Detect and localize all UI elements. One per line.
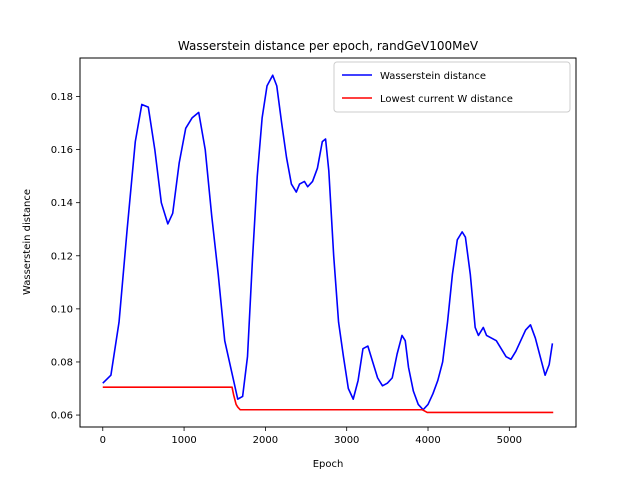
- plot-area: [102, 74, 554, 414]
- x-axis-label: Epoch: [313, 459, 344, 470]
- legend: Wasserstein distance Lowest current W di…: [333, 61, 571, 113]
- x-tick-label: 2000: [253, 435, 278, 446]
- y-tick-label: 0.18: [51, 92, 73, 103]
- x-tick-label: 5000: [497, 435, 522, 446]
- x-axis: 0 1000 2000 3000 4000 5000: [100, 427, 522, 446]
- y-axis-label: Wasserstein distance: [22, 189, 33, 295]
- y-tick-label: 0.12: [51, 251, 73, 262]
- y-tick-label: 0.16: [51, 145, 73, 156]
- y-axis: 0.06 0.08 0.10 0.12 0.14 0.16 0.18: [51, 92, 80, 422]
- plot-frame: [79, 57, 577, 428]
- legend-label-lowest-current-w-distance: Lowest current W distance: [380, 94, 513, 105]
- legend-box: [333, 61, 571, 113]
- chart-title: Wasserstein distance per epoch, randGeV1…: [178, 39, 479, 53]
- y-tick-label: 0.06: [51, 411, 73, 422]
- y-tick-label: 0.14: [51, 198, 73, 209]
- x-tick-label: 4000: [415, 435, 440, 446]
- legend-label-wasserstein-distance: Wasserstein distance: [380, 71, 486, 82]
- series-line-lowest-current-w-distance: [102, 386, 554, 414]
- x-tick-label: 3000: [334, 435, 359, 446]
- series-layer: [102, 74, 554, 414]
- series-line-wasserstein-distance: [102, 74, 554, 411]
- y-tick-label: 0.08: [51, 357, 73, 368]
- x-tick-label: 1000: [171, 435, 196, 446]
- y-tick-label: 0.10: [51, 304, 73, 315]
- x-tick-label: 0: [100, 435, 106, 446]
